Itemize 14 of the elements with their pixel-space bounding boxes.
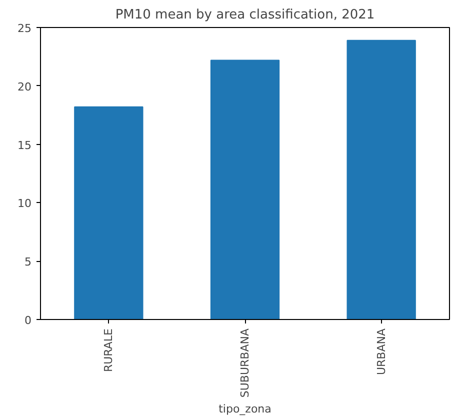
bar (74, 106, 144, 320)
bar (210, 60, 280, 320)
x-tick-label: SUBURBANA (238, 328, 252, 398)
y-tick-label: 25 (18, 22, 32, 35)
y-tick-label: 0 (24, 314, 32, 327)
y-tick-label: 5 (24, 256, 32, 269)
x-tick-label: URBANA (374, 328, 388, 376)
chart-title: PM10 mean by area classification, 2021 (115, 8, 375, 22)
bar (346, 40, 416, 320)
x-axis-title: tipo_zona (218, 402, 272, 416)
y-tick-label: 20 (18, 80, 32, 94)
y-tick-label: 15 (18, 138, 32, 152)
y-tick-label: 10 (18, 197, 32, 210)
x-tick-label: RURALE (102, 328, 116, 372)
